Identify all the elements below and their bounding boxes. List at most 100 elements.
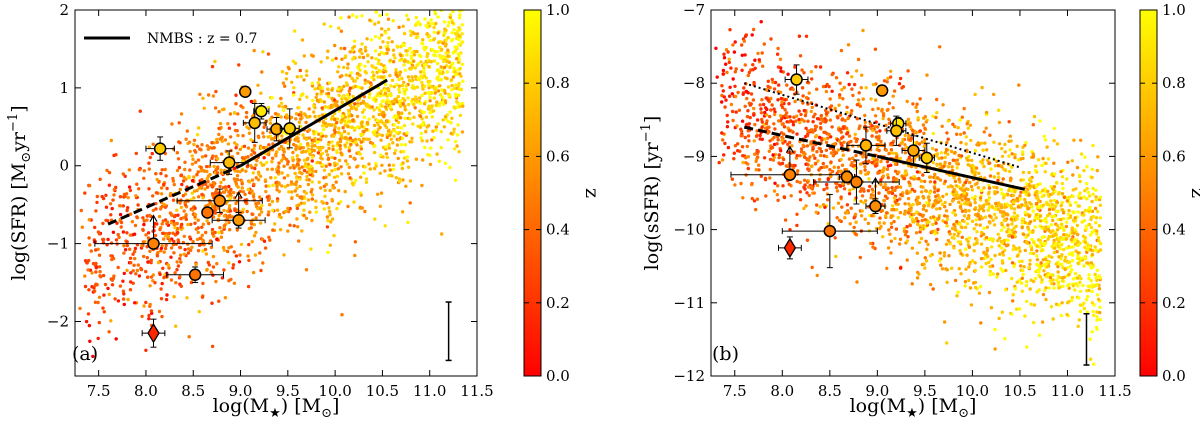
scatter-point-a bbox=[427, 24, 432, 28]
scatter-point-b bbox=[986, 254, 990, 259]
scatter-point-b bbox=[755, 118, 760, 122]
scatter-point-a bbox=[355, 76, 360, 80]
scatter-point-a bbox=[398, 130, 402, 135]
scatter-point-b bbox=[1000, 259, 1005, 263]
scatter-point-a bbox=[122, 251, 126, 255]
scatter-point-b bbox=[979, 256, 984, 261]
scatter-point-b bbox=[1018, 197, 1023, 201]
scatter-point-a bbox=[430, 138, 434, 142]
scatter-point-b bbox=[815, 183, 820, 188]
scatter-point-b bbox=[1038, 245, 1042, 249]
scatter-point-a bbox=[348, 50, 352, 54]
scatter-point-b bbox=[1047, 286, 1051, 290]
scatter-point-a bbox=[397, 87, 401, 92]
scatter-point-b bbox=[842, 187, 847, 191]
scatter-point-b bbox=[722, 95, 726, 99]
scatter-point-a bbox=[94, 266, 99, 270]
scatter-point-b bbox=[1097, 287, 1102, 291]
y-tick-label-a: −1 bbox=[47, 235, 69, 253]
scatter-point-b bbox=[1070, 295, 1075, 300]
scatter-point-a bbox=[87, 218, 92, 222]
scatter-point-b bbox=[925, 221, 929, 225]
scatter-point-a bbox=[383, 224, 387, 228]
scatter-point-a bbox=[116, 265, 120, 270]
scatter-point-a bbox=[337, 188, 341, 193]
scatter-point-a bbox=[340, 114, 344, 118]
scatter-point-b bbox=[988, 214, 992, 218]
scatter-point-b bbox=[1078, 280, 1082, 285]
scatter-point-a bbox=[162, 202, 166, 207]
scatter-point-b bbox=[1075, 165, 1080, 170]
scatter-point-a bbox=[318, 85, 322, 90]
scatter-point-b bbox=[975, 238, 979, 242]
scatter-point-a bbox=[126, 195, 130, 200]
scatter-point-a bbox=[432, 59, 436, 63]
scatter-point-a bbox=[207, 164, 212, 169]
scatter-point-b bbox=[1000, 146, 1004, 151]
scatter-point-a bbox=[277, 147, 281, 151]
scatter-point-a bbox=[267, 210, 271, 214]
scatter-point-a bbox=[93, 300, 98, 304]
scatter-point-b bbox=[998, 236, 1002, 240]
scatter-point-a bbox=[252, 182, 256, 187]
scatter-point-a bbox=[167, 266, 171, 270]
scatter-point-b bbox=[967, 209, 971, 213]
scatter-point-a bbox=[424, 115, 429, 119]
scatter-point-b bbox=[924, 239, 928, 243]
scatter-point-b bbox=[997, 316, 1001, 321]
scatter-point-a bbox=[340, 117, 345, 122]
scatter-point-a bbox=[453, 139, 458, 144]
scatter-point-b bbox=[1041, 156, 1045, 161]
scatter-point-a bbox=[201, 196, 205, 200]
scatter-point-b bbox=[952, 232, 956, 237]
scatter-point-b bbox=[890, 204, 895, 208]
scatter-point-a bbox=[178, 253, 183, 257]
scatter-point-a bbox=[312, 148, 317, 153]
scatter-point-a bbox=[441, 55, 446, 59]
scatter-point-a bbox=[171, 231, 175, 235]
scatter-point-b bbox=[922, 204, 926, 208]
scatter-point-b bbox=[817, 168, 821, 172]
scatter-point-b bbox=[869, 97, 873, 101]
scatter-point-a bbox=[200, 143, 204, 147]
scatter-point-a bbox=[266, 135, 270, 139]
scatter-point-a bbox=[337, 26, 341, 30]
scatter-point-a bbox=[225, 249, 230, 254]
scatter-point-b bbox=[987, 290, 992, 295]
scatter-point-a bbox=[283, 185, 287, 189]
scatter-point-b bbox=[839, 157, 843, 162]
scatter-point-a bbox=[270, 160, 274, 164]
scatter-point-a bbox=[360, 42, 364, 46]
scatter-point-b bbox=[723, 105, 727, 109]
scatter-point-a bbox=[190, 179, 195, 183]
scatter-point-b bbox=[936, 227, 940, 232]
scatter-point-a bbox=[333, 130, 337, 134]
scatter-point-a bbox=[159, 171, 163, 176]
scatter-point-a bbox=[325, 153, 330, 157]
scatter-point-a bbox=[306, 198, 311, 202]
scatter-point-a bbox=[163, 205, 168, 209]
scatter-point-a bbox=[414, 35, 419, 40]
scatter-point-a bbox=[353, 240, 358, 244]
scatter-point-a bbox=[291, 158, 295, 163]
scatter-point-b bbox=[833, 151, 837, 156]
scatter-point-b bbox=[1004, 268, 1008, 273]
scatter-point-b bbox=[1048, 275, 1053, 280]
scatter-point-b bbox=[1057, 190, 1061, 195]
scatter-point-a bbox=[176, 157, 181, 161]
scatter-point-a bbox=[457, 16, 462, 20]
scatter-point-a bbox=[103, 282, 108, 287]
scatter-point-b bbox=[1052, 161, 1056, 165]
scatter-point-b bbox=[833, 107, 837, 111]
scatter-point-b bbox=[828, 118, 832, 122]
scatter-point-b bbox=[800, 86, 805, 90]
scatter-point-a bbox=[98, 265, 102, 269]
scatter-point-a bbox=[147, 161, 151, 165]
scatter-point-b bbox=[1064, 233, 1069, 237]
scatter-point-a bbox=[346, 172, 351, 176]
scatter-point-b bbox=[944, 209, 949, 213]
scatter-point-b bbox=[1032, 114, 1037, 119]
scatter-point-b bbox=[733, 70, 737, 74]
scatter-point-b bbox=[966, 163, 970, 167]
scatter-point-b bbox=[951, 122, 955, 127]
